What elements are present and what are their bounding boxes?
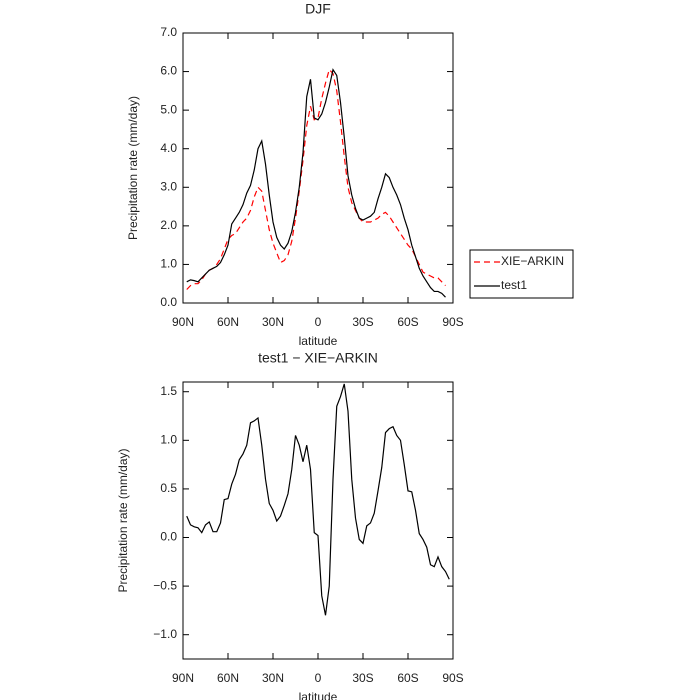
x-tick-label: 30S	[352, 315, 373, 329]
y-tick-label: 7.0	[160, 25, 177, 39]
x-tick-label: 0	[315, 671, 322, 685]
plot: test1 − XIE−ARKIN latitude Precipitation r…	[116, 350, 464, 700]
x-tick-label: 30N	[262, 671, 284, 685]
y-tick-label: 3.0	[160, 179, 177, 193]
y-tick-label: −0.5	[153, 578, 177, 592]
data-line	[186, 383, 450, 616]
x-tick-label: 90S	[442, 671, 463, 685]
plot: DJF latitude Precipitation rate (mm/day) 90…	[126, 1, 574, 348]
chart-title: test1 − XIE−ARKIN	[258, 350, 378, 366]
y-tick-label: 1.0	[160, 432, 177, 446]
legend-box	[469, 249, 574, 299]
legend-label: XIE−ARKIN	[501, 254, 564, 268]
y-tick-label: 5.0	[160, 102, 177, 116]
x-tick-label: 60N	[217, 671, 239, 685]
y-axis-label: Precipitation rate (mm/day)	[116, 448, 130, 592]
x-tick-label: 90N	[172, 315, 194, 329]
x-tick-label: 60S	[397, 671, 418, 685]
x-axis-label: latitude	[299, 690, 338, 700]
y-tick-label: 4.0	[160, 141, 177, 155]
y-tick-label: 2.0	[160, 218, 177, 232]
x-tick-label: 90N	[172, 671, 194, 685]
plot-frame	[182, 32, 454, 304]
x-axis-label: latitude	[299, 334, 338, 348]
y-tick-label: 1.0	[160, 257, 177, 271]
y-tick-label: 1.5	[160, 384, 177, 398]
y-tick-label: 0.5	[160, 481, 177, 495]
y-axis-label: Precipitation rate (mm/day)	[126, 96, 140, 240]
data-line	[186, 68, 446, 290]
plot-frame	[182, 381, 454, 660]
x-tick-label: 60N	[217, 315, 239, 329]
y-tick-label: −1.0	[153, 627, 177, 641]
x-tick-label: 30N	[262, 315, 284, 329]
y-tick-label: 6.0	[160, 64, 177, 78]
x-tick-label: 0	[315, 315, 322, 329]
x-tick-label: 60S	[397, 315, 418, 329]
y-tick-label: 0.0	[160, 295, 177, 309]
chart-title: DJF	[305, 1, 331, 17]
data-line	[186, 68, 446, 298]
x-tick-label: 90S	[442, 315, 463, 329]
x-tick-label: 30S	[352, 671, 373, 685]
y-tick-label: 0.0	[160, 530, 177, 544]
legend-label: test1	[501, 278, 527, 292]
